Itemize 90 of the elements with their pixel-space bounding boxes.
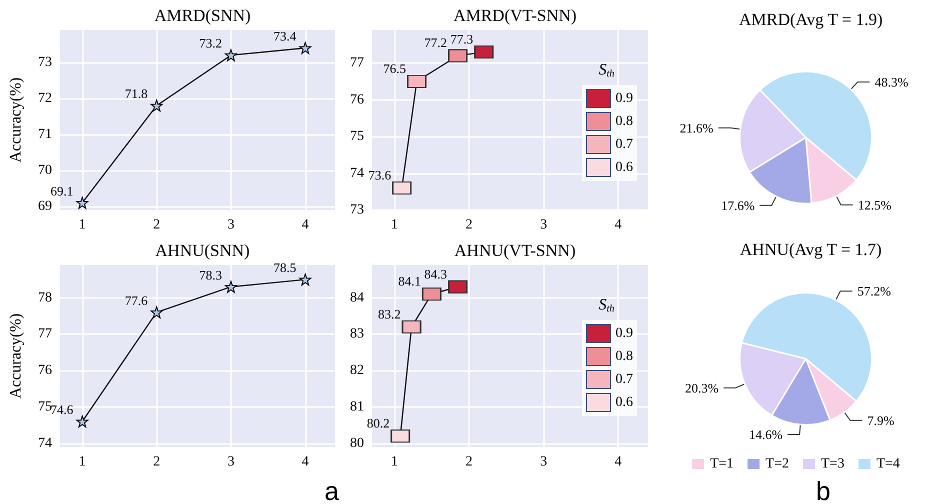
x-tick-label: 2 [465,218,472,232]
chart-title: AMRD(VT-SNN) [453,6,577,25]
y-axis-title: Accuracy(%) [8,313,24,399]
legend-label: T=2 [766,456,790,472]
data-label: 57.2% [857,284,892,299]
legend-label: 0.8 [616,349,633,364]
chart-title: AHNU(VT-SNN) [454,241,576,260]
y-tick-label: 77 [350,56,364,71]
y-tick-label: 70 [38,162,52,178]
chart-title: AHNU(SNN) [155,241,250,260]
y-tick-label: 76 [350,92,364,108]
x-tick-label: 3 [540,454,548,470]
data-label: 84.1 [398,274,421,289]
data-label: 12.5% [858,197,892,212]
point [299,274,312,286]
point [150,100,163,112]
x-tick-label: 2 [153,218,160,232]
x-tick-label: 4 [302,454,309,470]
y-tick-label: 76 [38,363,52,378]
y-tick-label: 80 [350,436,364,451]
x-tick-label: 3 [540,218,548,232]
data-label: 77.3 [450,32,474,47]
data-label: 48.3% [874,74,908,90]
data-label: 77.2 [424,35,448,50]
data-label: 84.3 [424,266,448,282]
text: a [324,476,340,504]
chart-title: AHNU(Avg T = 1.7) [740,240,882,259]
legend-label: 0.6 [616,395,633,410]
text: b [816,476,830,504]
x-tick-label: 4 [614,218,622,232]
legend-label: T=1 [710,456,734,472]
y-tick-label: 75 [38,399,52,414]
y-tick-label: 81 [350,399,364,414]
point [224,280,237,293]
point [299,42,312,54]
y-tick-label: 73 [38,54,52,70]
legend-label: 0.7 [616,137,633,152]
x-tick-label: 2 [153,454,160,470]
data-label: 73.2 [199,36,222,51]
data-label: 80.2 [366,416,390,431]
x-tick-label: 2 [465,454,472,470]
legend-label: 0.6 [616,160,633,175]
legend-label: 0.9 [616,326,633,341]
legend-label: 0.9 [616,91,633,106]
point [150,306,163,318]
x-tick-label: 1 [78,218,86,232]
data-label: 78.5 [274,260,296,276]
data-label: 83.2 [378,306,401,322]
legend-label: T=3 [821,456,844,472]
y-tick-label: 71 [38,126,52,142]
x-tick-label: 3 [227,454,234,470]
x-tick-label: 3 [227,218,234,232]
chart-title: AMRD(SNN) [154,6,251,25]
y-tick-label: 74 [350,166,364,181]
y-tick-label: 83 [350,326,364,342]
legend-label: T=4 [876,456,900,472]
data-label: 14.6% [748,427,783,442]
y-tick-label: 69 [38,198,52,214]
point [76,416,88,428]
y-tick-label: 84 [350,290,364,306]
y-tick-label: 78 [38,290,52,306]
y-tick-label: 82 [350,363,364,378]
data-label: 71.8 [124,86,148,102]
data-label: 73.4 [274,28,297,44]
x-tick-label: 1 [78,454,86,470]
data-label: 21.6% [680,120,714,136]
legend-label: 0.8 [616,114,633,129]
point [224,49,237,62]
y-tick-label: 72 [38,90,52,106]
chart-title: AMRD(Avg T = 1.9) [738,10,883,29]
y-tick-label: 77 [38,326,52,342]
data-label: 76.5 [383,60,406,76]
y-tick-label: 75 [350,129,364,144]
y-axis-title: Accuracy(%) [8,77,24,163]
x-tick-label: 4 [614,454,622,470]
y-tick-label: 73 [350,202,364,218]
data-label: 78.3 [199,267,222,282]
data-label: 17.6% [721,198,755,213]
legend-label: 0.7 [616,372,633,387]
x-tick-label: 1 [390,218,398,232]
point [76,196,88,209]
y-tick-label: 74 [38,436,52,451]
x-tick-label: 4 [302,218,309,232]
data-label: 77.6 [124,292,148,308]
data-label: 73.6 [368,167,392,182]
data-label: 74.6 [50,402,74,418]
data-label: 20.3% [684,380,719,396]
data-label: 69.1 [50,183,74,198]
data-label: 7.9% [867,412,894,428]
x-tick-label: 1 [390,454,398,470]
